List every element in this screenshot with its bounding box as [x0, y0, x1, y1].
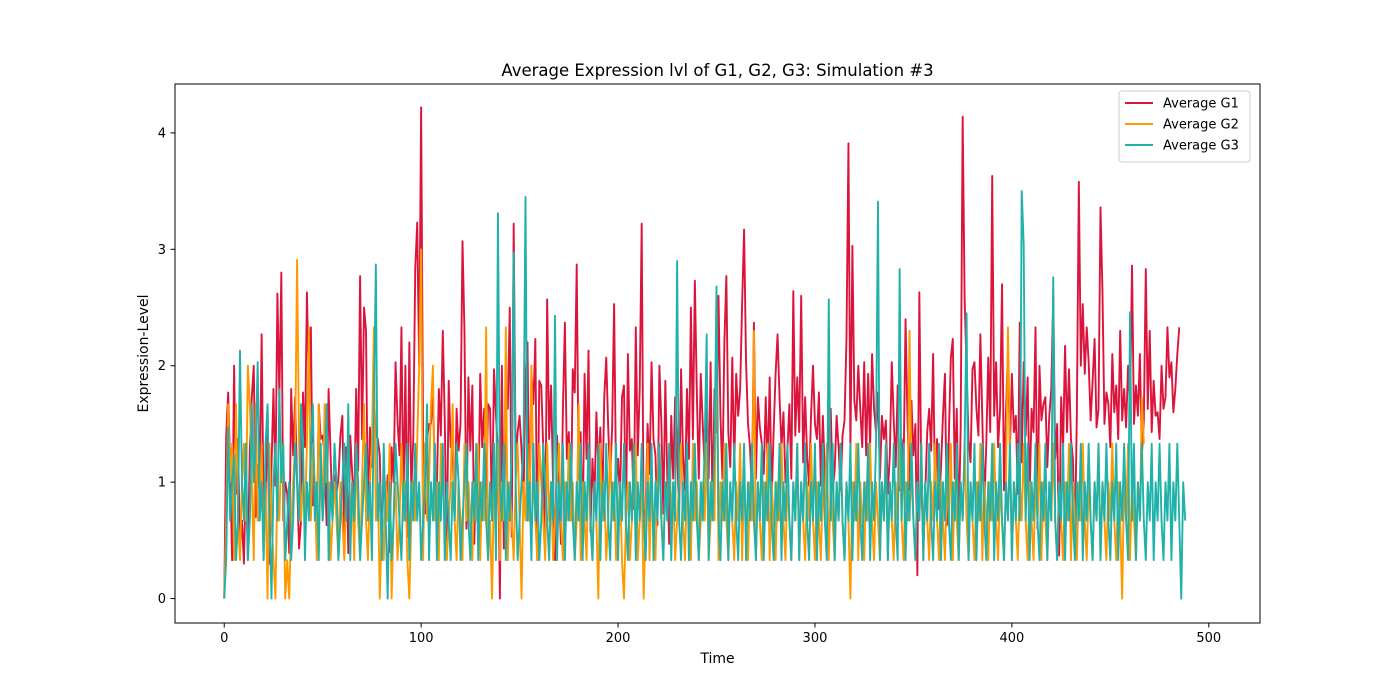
x-tick-label: 100 — [409, 631, 434, 646]
series-line-g3 — [223, 190, 1187, 600]
x-axis-label: Time — [699, 651, 734, 667]
y-tick-label: 3 — [158, 243, 166, 258]
x-tick-label: 400 — [999, 631, 1024, 646]
x-tick-label: 0 — [220, 631, 228, 646]
series-layer — [223, 106, 1187, 600]
y-tick-label: 1 — [158, 476, 166, 491]
legend-label: Average G2 — [1163, 118, 1239, 133]
plot-frame — [174, 83, 1261, 624]
y-tick-label: 0 — [158, 592, 166, 607]
x-axis-ticks: 0 100 200 300 400 500 — [220, 623, 1221, 646]
x-tick-label: 500 — [1196, 631, 1221, 646]
legend: Average G1 Average G2 Average G3 — [1118, 90, 1251, 163]
x-tick-label: 300 — [803, 631, 828, 646]
y-tick-label: 4 — [158, 126, 166, 141]
y-tick-label: 2 — [158, 359, 166, 374]
y-axis-label: Expression-Level — [136, 294, 152, 412]
chart-title: Average Expression lvl of G1, G2, G3: Si… — [501, 61, 933, 80]
x-tick-label: 200 — [606, 631, 631, 646]
legend-label: Average G3 — [1163, 139, 1239, 154]
y-axis-ticks: 0 1 2 3 4 — [158, 126, 175, 607]
legend-label: Average G1 — [1163, 97, 1239, 112]
